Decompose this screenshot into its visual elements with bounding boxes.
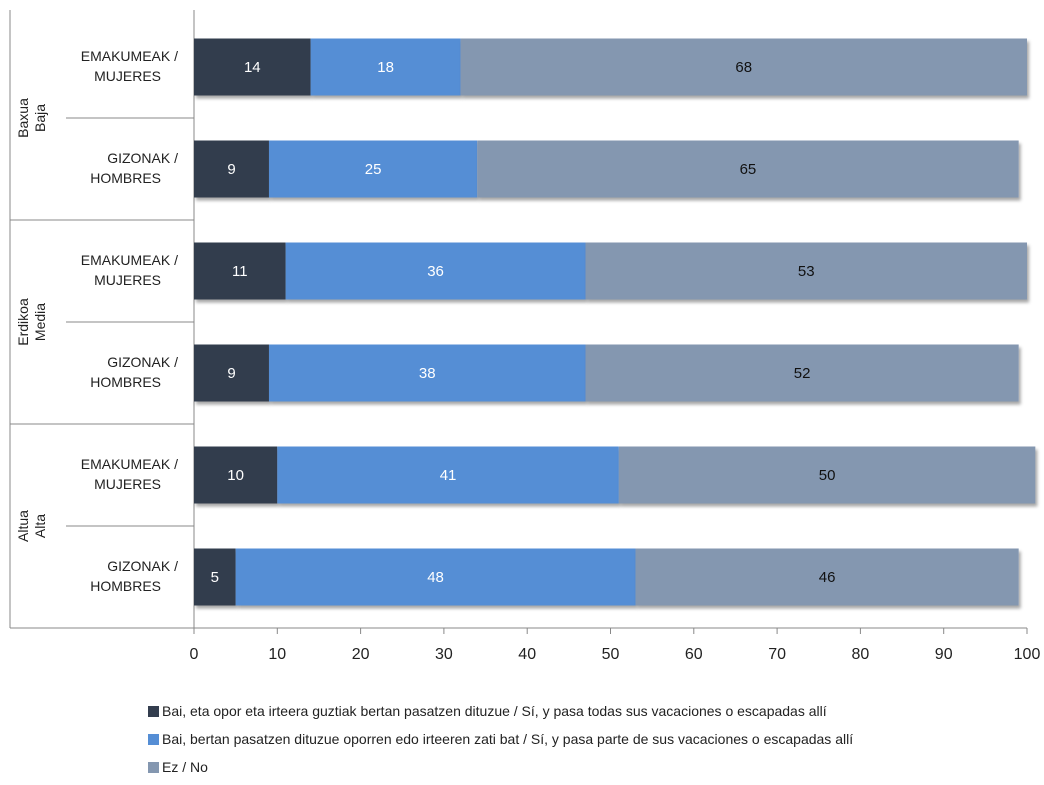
row-label: GIZONAK / HOMBRES — [90, 354, 178, 390]
data-label: 41 — [440, 467, 457, 484]
group-label-line1: Baxua — [15, 98, 31, 138]
bar-segment — [194, 242, 286, 300]
data-label: 36 — [427, 263, 444, 280]
bar-segment — [310, 38, 461, 96]
legend-swatch-part — [148, 733, 159, 745]
row-label-line2: MUJERES — [94, 476, 161, 492]
data-label: 9 — [227, 161, 235, 178]
legend-swatch-no — [148, 761, 159, 773]
row-label-line2: HOMBRES — [90, 374, 161, 390]
bar-segment — [194, 38, 311, 96]
data-label: 38 — [419, 365, 436, 382]
row-label-line1: GIZONAK / — [107, 150, 178, 166]
data-label: 53 — [798, 263, 815, 280]
group-label-line2: Baja — [32, 104, 48, 132]
bar-segment — [635, 548, 1019, 606]
row-label: EMAKUMEAK / MUJERES — [81, 456, 178, 492]
bar-segment — [268, 140, 478, 198]
group-label: AltuaAlta — [15, 510, 48, 542]
data-label: 14 — [244, 59, 261, 76]
bar-segment — [285, 242, 586, 300]
group-label: BaxuaBaja — [15, 98, 48, 138]
bar-segment — [585, 242, 1027, 300]
row-label-line1: EMAKUMEAK / — [81, 252, 178, 268]
data-label: 48 — [427, 569, 444, 586]
row-label-line1: GIZONAK / — [107, 354, 178, 370]
x-tick-label: 60 — [685, 646, 703, 663]
data-label: 10 — [227, 467, 244, 484]
data-label: 5 — [211, 569, 219, 586]
x-tick-label: 80 — [852, 646, 870, 663]
data-label: 50 — [819, 467, 836, 484]
x-tick-label: 0 — [190, 646, 199, 663]
row-label-line2: HOMBRES — [90, 578, 161, 594]
data-label: 18 — [377, 59, 394, 76]
bar-segment — [277, 446, 619, 504]
group-label-line1: Altua — [15, 510, 31, 542]
x-tick-label: 70 — [768, 646, 786, 663]
stacked-bar-chart: BaxuaBaja ErdikoaMedia AltuaAlta EMAKUMEAK … — [9, 10, 1041, 663]
data-label: 65 — [740, 161, 757, 178]
bar-segment — [194, 344, 269, 402]
x-tick-label: 40 — [518, 646, 536, 663]
x-tick-label: 100 — [1014, 646, 1041, 663]
x-tick-label: 20 — [352, 646, 370, 663]
group-label-line1: Erdikoa — [15, 298, 31, 346]
data-label: 68 — [735, 59, 752, 76]
bar-segment — [235, 548, 636, 606]
data-label: 9 — [227, 365, 235, 382]
bar-segment — [477, 140, 1019, 198]
x-tick-label: 90 — [935, 646, 953, 663]
bar-segment — [585, 344, 1019, 402]
legend-label-part: Bai, bertan pasatzen dituzue oporren edo… — [162, 731, 854, 747]
row-label: GIZONAK / HOMBRES — [90, 558, 178, 594]
legend-label-all: Bai, eta opor eta irteera guztiak bertan… — [162, 703, 827, 719]
data-label: 46 — [819, 569, 836, 586]
bar-segment — [194, 446, 278, 504]
data-label: 25 — [365, 161, 382, 178]
row-label-line1: GIZONAK / — [107, 558, 178, 574]
row-label: EMAKUMEAK / MUJERES — [81, 252, 178, 288]
group-label-line2: Alta — [32, 514, 48, 538]
legend-item-part: Bai, bertan pasatzen dituzue oporren edo… — [148, 725, 853, 753]
legend-item-no: Ez / No — [148, 753, 853, 781]
bar-segment — [194, 548, 236, 606]
bar-segment — [460, 38, 1027, 96]
x-tick-label: 50 — [602, 646, 620, 663]
row-label: EMAKUMEAK / MUJERES — [81, 48, 178, 84]
row-label-line2: MUJERES — [94, 68, 161, 84]
legend-label-no: Ez / No — [162, 759, 208, 775]
bar-segment — [618, 446, 1036, 504]
row-label: GIZONAK / HOMBRES — [90, 150, 178, 186]
data-label: 52 — [794, 365, 811, 382]
bar-segment — [268, 344, 586, 402]
bar-segment — [194, 140, 269, 198]
row-label-line1: EMAKUMEAK / — [81, 456, 178, 472]
legend: Bai, eta opor eta irteera guztiak bertan… — [148, 697, 853, 781]
row-label-line2: MUJERES — [94, 272, 161, 288]
group-label: ErdikoaMedia — [15, 298, 48, 346]
x-tick-label: 10 — [268, 646, 286, 663]
legend-item-all: Bai, eta opor eta irteera guztiak bertan… — [148, 697, 853, 725]
x-tick-label: 30 — [435, 646, 453, 663]
legend-swatch-all — [148, 705, 159, 717]
group-label-line2: Media — [32, 303, 48, 341]
data-label: 11 — [232, 263, 248, 280]
row-label-line2: HOMBRES — [90, 170, 161, 186]
row-label-line1: EMAKUMEAK / — [81, 48, 178, 64]
